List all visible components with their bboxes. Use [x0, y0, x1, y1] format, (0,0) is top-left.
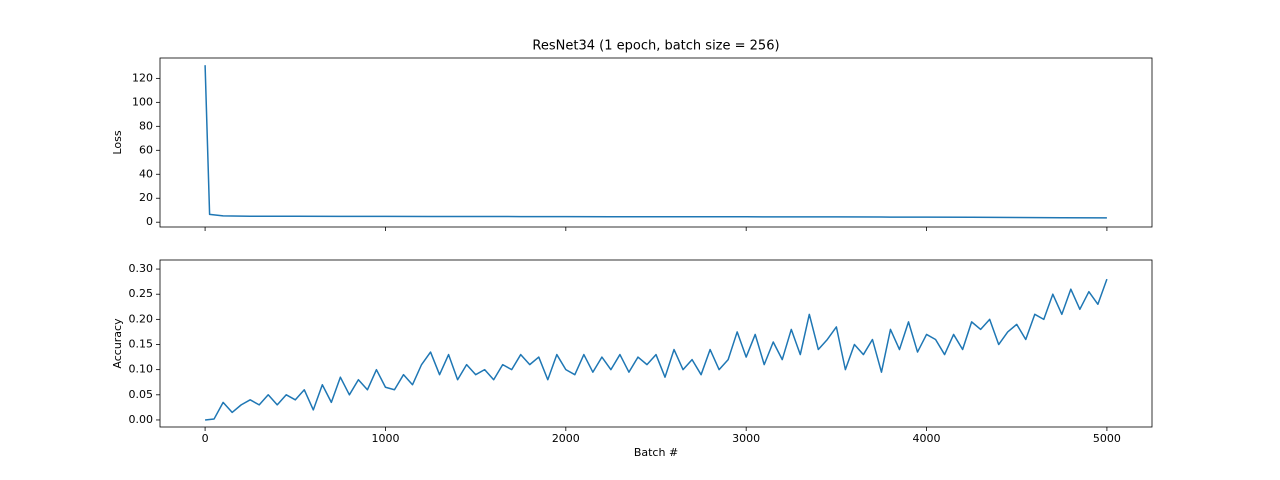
y-tick-label: 0.25: [129, 287, 154, 300]
axes-frame: [159, 259, 1153, 428]
y-tick-label: 0.10: [129, 363, 154, 376]
y-tick-label: 40: [139, 167, 153, 180]
x-tick-label: 4000: [913, 432, 941, 445]
y-tick-label: 60: [139, 143, 153, 156]
y-tick-label: 0.00: [129, 413, 154, 426]
y-tick-label: 20: [139, 191, 153, 204]
y-tick-label: 0.20: [129, 312, 154, 325]
chart-title: ResNet34 (1 epoch, batch size = 256): [532, 39, 779, 54]
x-tick-label: 1000: [371, 432, 399, 445]
line-series: [204, 65, 1107, 219]
y-axis-label: Accuracy: [111, 318, 124, 369]
y-tick-label: 0: [146, 215, 153, 228]
y-tick-label: 100: [132, 95, 153, 108]
x-tick-label: 3000: [732, 432, 760, 445]
y-tick-label: 80: [139, 119, 153, 132]
x-axis-label: Batch #: [634, 446, 678, 459]
y-tick-label: 0.15: [129, 338, 154, 351]
y-tick-label: 0.05: [129, 388, 154, 401]
y-tick-label: 120: [132, 71, 153, 84]
x-tick-label: 2000: [552, 432, 580, 445]
x-tick-label: 5000: [1093, 432, 1121, 445]
y-axis-label: Loss: [111, 130, 124, 154]
x-tick-label: 0: [202, 432, 209, 445]
line-series: [205, 278, 1108, 421]
axes-frame: [159, 57, 1153, 228]
y-tick-label: 0.30: [129, 262, 154, 275]
